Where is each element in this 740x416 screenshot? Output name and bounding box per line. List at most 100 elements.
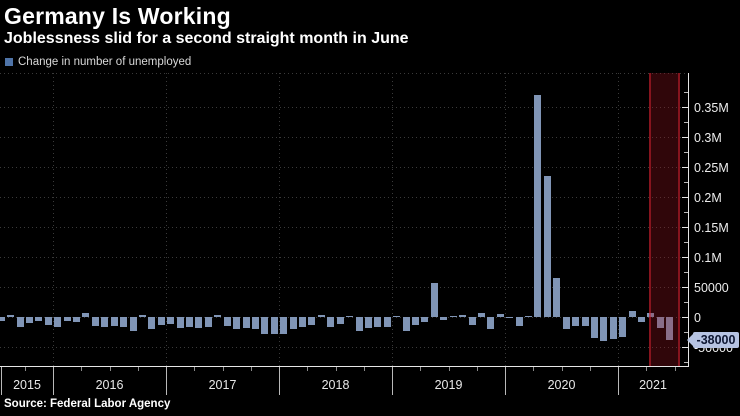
x-axis-quarter-tick (81, 367, 83, 371)
x-axis-line (0, 366, 689, 367)
gridline-vertical (166, 73, 167, 366)
x-axis-quarter-tick (589, 367, 591, 371)
y-axis-major-tick (682, 227, 688, 228)
highlight-band (649, 73, 680, 366)
y-axis-label: 0.2M (694, 190, 722, 205)
y-axis-major-tick (682, 317, 688, 318)
bar-2019-08 (459, 314, 467, 317)
bar-2018-02 (289, 317, 297, 329)
bar-2016-05 (91, 317, 99, 326)
bar-2019-11 (487, 317, 495, 329)
gridline-vertical (279, 73, 280, 366)
x-axis-quarter-tick (646, 367, 648, 371)
bar-2018-08 (346, 315, 354, 317)
x-axis-year-separator (618, 367, 619, 395)
bar-2019-04 (421, 317, 429, 323)
y-axis-label: 0.1M (694, 250, 722, 265)
bar-2016-12 (157, 317, 165, 326)
bar-2016-10 (138, 314, 146, 317)
x-axis-quarter-tick (24, 367, 26, 371)
x-axis-quarter-tick (250, 367, 252, 371)
bar-2021-02 (628, 311, 636, 317)
x-axis-year-separator (279, 367, 280, 395)
y-axis-major-tick (682, 257, 688, 258)
legend: Change in number of unemployed (5, 56, 191, 68)
bar-2020-01 (506, 317, 514, 319)
bar-2017-06 (214, 315, 222, 317)
bar-2016-01 (54, 317, 62, 327)
bar-2020-05 (543, 176, 551, 317)
y-axis-major-tick (682, 197, 688, 198)
gridline-horizontal (0, 347, 688, 348)
x-axis-year-label: 2021 (639, 378, 667, 392)
x-axis-quarter-tick (420, 367, 422, 371)
bar-2016-06 (101, 317, 109, 327)
gridline-horizontal (0, 197, 688, 198)
x-axis-year-separator (1, 367, 2, 395)
bar-2019-09 (468, 317, 476, 326)
bar-2017-05 (204, 317, 212, 327)
bar-2018-06 (327, 317, 335, 327)
bar-2016-02 (63, 317, 71, 322)
bar-2019-06 (440, 317, 448, 320)
gridline-horizontal (0, 167, 688, 168)
gridline-horizontal (0, 107, 688, 108)
legend-label: Change in number of unemployed (18, 56, 192, 68)
bar-2020-06 (553, 278, 561, 317)
gridline-vertical (392, 73, 393, 366)
x-axis-quarter-tick (533, 367, 535, 371)
x-axis-quarter-tick (363, 367, 365, 371)
bar-2018-07 (336, 317, 344, 325)
gridline-horizontal (0, 257, 688, 258)
y-axis-minor-tick (684, 302, 688, 303)
y-axis-minor-tick (684, 332, 688, 333)
bar-2018-01 (280, 317, 288, 334)
y-axis-minor-tick (684, 152, 688, 153)
bar-2019-02 (402, 317, 410, 332)
bar-2019-12 (496, 314, 504, 317)
y-axis-major-tick (682, 287, 688, 288)
y-axis-label: 0.35M (694, 100, 729, 115)
bar-2015-08 (7, 314, 15, 317)
x-axis-quarter-tick (222, 367, 224, 371)
x-axis-year-label: 2017 (208, 378, 237, 392)
x-axis-quarter-tick (476, 367, 478, 371)
x-axis-quarter-tick (561, 367, 563, 371)
bar-2017-01 (167, 317, 175, 325)
y-axis-minor-tick (684, 362, 688, 363)
bar-2016-09 (129, 317, 137, 331)
bar-2017-04 (195, 317, 203, 328)
gridline-horizontal (0, 287, 688, 288)
y-axis-minor-tick (684, 122, 688, 123)
y-axis-label: 50000 (694, 280, 729, 295)
plot-top-border (0, 73, 688, 74)
bar-2018-05 (317, 315, 325, 317)
y-axis-major-tick (682, 137, 688, 138)
chart-subtitle: Joblessness slid for a second straight m… (4, 30, 409, 47)
y-axis-minor-tick (684, 242, 688, 243)
bar-2015-07 (0, 317, 5, 321)
bar-2019-03 (412, 317, 420, 325)
x-axis-year-separator (505, 367, 506, 395)
bar-2017-07 (223, 317, 231, 326)
gridline-vertical (618, 73, 619, 366)
x-axis-year-separator (53, 367, 54, 395)
x-axis-quarter-tick (674, 367, 676, 371)
bar-2019-05 (430, 282, 438, 317)
bar-2020-11 (600, 317, 608, 341)
y-axis-major-tick (682, 107, 688, 108)
bar-2016-07 (110, 317, 118, 326)
gridline-horizontal (0, 317, 688, 318)
bar-2020-12 (609, 317, 617, 340)
bar-2015-10 (25, 317, 33, 323)
source-note: Source: Federal Labor Agency (4, 398, 171, 410)
bar-2019-07 (449, 315, 457, 317)
y-axis-minor-tick (684, 272, 688, 273)
bar-2017-11 (261, 317, 269, 334)
bar-2021-05 (656, 317, 664, 329)
bar-2021-03 (638, 317, 646, 323)
gridline-horizontal (0, 227, 688, 228)
x-axis-quarter-tick (137, 367, 139, 371)
